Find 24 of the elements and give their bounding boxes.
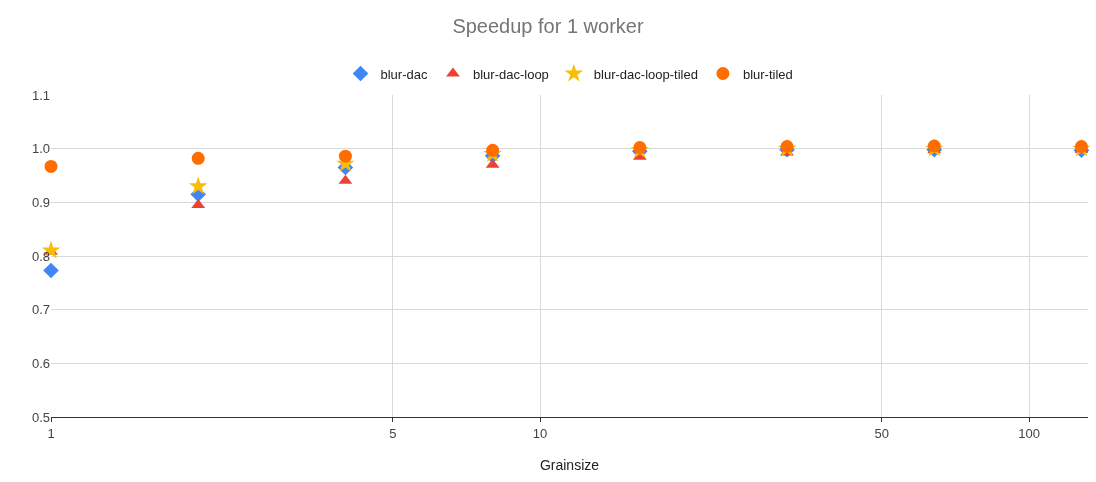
y-tick-label: 0.6 — [31, 355, 50, 371]
point — [43, 262, 59, 279]
y-tick-label: 0.7 — [31, 302, 50, 318]
x-tick-label: 50 — [874, 425, 890, 441]
x-tick-label: 10 — [532, 425, 548, 441]
point — [338, 149, 352, 163]
legend-label: blur-tiled — [742, 66, 793, 82]
y-tick-label: 1.0 — [31, 141, 50, 157]
point — [191, 151, 205, 165]
y-tick-label: 0.8 — [31, 248, 50, 264]
x-tick-label: 1 — [47, 425, 55, 441]
x-tick-label: 5 — [389, 425, 397, 441]
y-tick-label: 1.1 — [31, 87, 50, 103]
legend-label: blur-dac-loop-tiled — [593, 66, 698, 82]
x-tick-label: 100 — [1018, 425, 1040, 441]
chart-title: Speedup for 1 worker — [452, 15, 644, 38]
point — [44, 159, 58, 173]
legend-label: blur-dac-loop — [472, 66, 549, 82]
point — [188, 176, 208, 195]
x-axis-title: Grainsize — [539, 456, 600, 473]
point — [486, 143, 500, 157]
legend-label: blur-dac — [380, 66, 428, 82]
y-tick-label: 0.9 — [31, 194, 50, 210]
y-tick-label: 0.5 — [31, 409, 50, 425]
